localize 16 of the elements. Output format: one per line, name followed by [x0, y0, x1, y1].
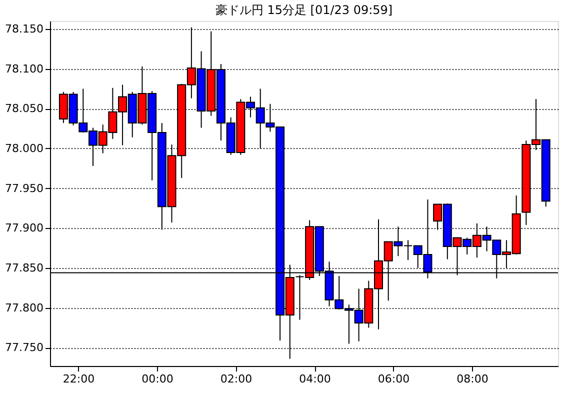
y-tick-label: 77.950	[5, 182, 44, 195]
y-tick-label: 77.850	[5, 262, 44, 274]
y-tick-label: 78.000	[5, 142, 44, 155]
x-tick-label: 22:00	[62, 372, 95, 386]
x-tick-label: 02:00	[220, 372, 252, 386]
chart-title: 豪ドル円 15分足 [01/23 09:59]	[215, 3, 393, 17]
x-tick-label: 04:00	[299, 372, 331, 386]
y-tick-label: 77.900	[5, 222, 44, 235]
y-tick-label: 78.100	[5, 62, 44, 76]
x-tick-label: 06:00	[378, 372, 410, 386]
x-tick-label: 08:00	[456, 372, 488, 386]
y-tick-label: 77.800	[5, 301, 44, 314]
x-tick-label: 00:00	[142, 372, 174, 386]
y-tick-label: 78.050	[5, 102, 44, 116]
y-tick-label: 77.750	[5, 341, 44, 354]
y-tick-label: 78.150	[5, 22, 44, 36]
